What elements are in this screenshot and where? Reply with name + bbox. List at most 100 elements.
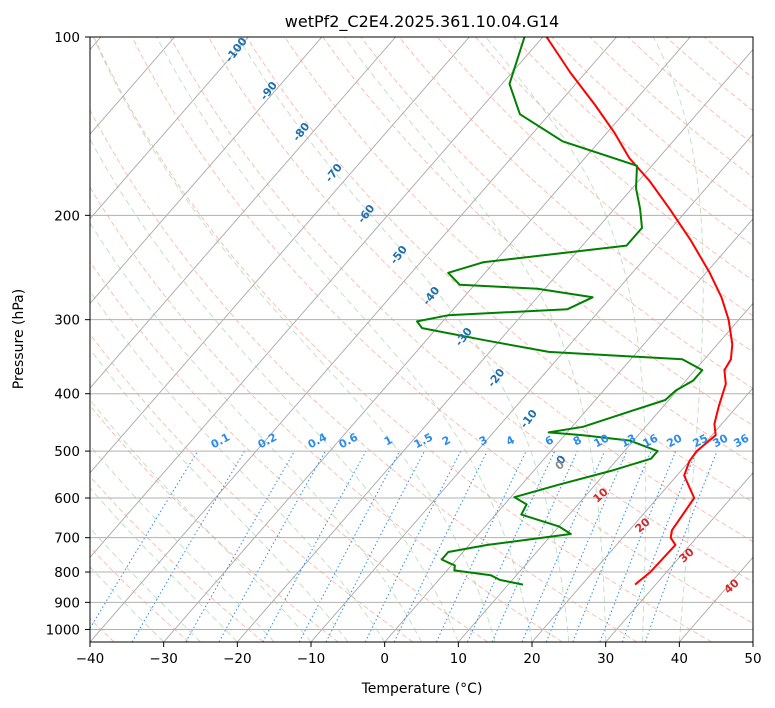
mixing-ratio-line xyxy=(218,450,326,642)
moist-adiabat-line xyxy=(485,37,647,642)
mixing-ratio-label: 1 xyxy=(382,433,395,448)
y-tick-label: 1000 xyxy=(46,622,80,638)
dry-adiabat-line xyxy=(704,37,753,79)
dry-adiabat-line xyxy=(246,37,753,503)
moist-adiabat-line xyxy=(156,37,533,642)
dry-adiabat-label: -20 xyxy=(485,366,508,390)
moist-adiabat-label: 40 xyxy=(722,576,742,596)
y-tick-label: 600 xyxy=(54,491,80,507)
chart-title: wetPf2_C2E4.2025.361.10.04.G14 xyxy=(285,12,559,32)
mixing-ratio-label: 30 xyxy=(711,431,731,450)
mixing-ratio-line xyxy=(545,450,628,642)
reference-line-labels: -100-90-80-70-60-50-40-30-20-10010203040… xyxy=(209,35,752,597)
y-tick-label: 300 xyxy=(54,313,80,329)
moist-adiabat-label: 10 xyxy=(591,485,611,505)
dry-adiabat-line xyxy=(360,37,753,390)
isotherm-line xyxy=(384,218,753,642)
mixing-ratio-line xyxy=(521,450,606,642)
mixing-ratio-line xyxy=(298,450,401,642)
y-tick-label: 100 xyxy=(54,30,80,46)
moist-adiabat-line xyxy=(90,222,422,642)
axes: −40 −30 −20 −10 0 10 20 30 40 50 1000 900 800 700 600 5… xyxy=(46,30,762,667)
isotherm-line xyxy=(163,37,691,642)
dry-adiabat-line xyxy=(90,333,414,642)
isotherm-line xyxy=(90,37,470,474)
y-tick-label: 500 xyxy=(54,444,80,460)
dry-adiabat-line xyxy=(169,37,753,583)
mixing-ratio-line xyxy=(599,450,677,642)
x-tick-label: −10 xyxy=(297,651,326,667)
isotherm-line xyxy=(605,472,753,642)
mixing-ratio-label: 3 xyxy=(477,433,490,448)
dewpoint-profile-line xyxy=(416,37,704,586)
mixing-ratio-label: 0.4 xyxy=(306,430,330,451)
dry-adiabat-line xyxy=(284,37,753,465)
dry-adiabat-line xyxy=(90,404,339,642)
temperature-profile-line xyxy=(545,37,734,586)
moist-adiabat-line xyxy=(90,138,459,642)
x-tick-label: 40 xyxy=(671,651,688,667)
plot-frame xyxy=(89,36,754,643)
mixing-ratio-label: 0.6 xyxy=(337,430,361,451)
dry-adiabat-line xyxy=(551,37,753,212)
mixing-ratio-line xyxy=(572,450,652,642)
isotherm-line xyxy=(531,387,753,642)
mixing-ratio-label: 13 xyxy=(619,432,639,451)
mixing-ratio-label: 20 xyxy=(665,431,685,450)
moist-adiabat-line xyxy=(90,290,386,642)
isotherm-line xyxy=(90,37,544,559)
dry-adiabat-line xyxy=(90,260,488,642)
moist-adiabat-line xyxy=(90,399,312,642)
dry-adiabat-line xyxy=(131,37,753,624)
moist-adiabat-line xyxy=(90,444,275,642)
mixing-ratio-label: 0.2 xyxy=(256,431,279,452)
mixing-ratio-label: 2 xyxy=(440,433,453,448)
mixing-ratio-line xyxy=(621,450,697,642)
moist-adiabat-line xyxy=(90,527,201,642)
dry-adiabat-label: -80 xyxy=(290,120,313,144)
x-tick-label: −20 xyxy=(223,651,252,667)
x-tick-label: 10 xyxy=(450,651,467,667)
moist-adiabat-line xyxy=(90,487,238,642)
y-tick-label: 700 xyxy=(54,531,80,547)
dry-adiabat-line xyxy=(93,37,712,642)
mixing-ratio-line xyxy=(644,450,718,642)
mixing-ratio-label: 10 xyxy=(592,431,612,450)
dry-adiabat-label: -10 xyxy=(518,407,541,431)
y-tick-label: 900 xyxy=(54,595,80,611)
mixing-ratio-label: 1.5 xyxy=(412,431,435,452)
y-axis-title: Pressure (hPa) xyxy=(11,289,27,389)
moist-adiabat-line xyxy=(90,348,349,642)
isotherm-line xyxy=(752,641,753,642)
dry-adiabat-line xyxy=(90,186,563,642)
isotherm-line xyxy=(90,37,617,642)
isotherm-line xyxy=(236,48,753,642)
x-tick-label: −30 xyxy=(149,651,178,667)
isotherm-line xyxy=(90,37,396,389)
dry-adiabat-label: -60 xyxy=(355,202,378,226)
x-axis-title: Temperature (°C) xyxy=(361,681,483,697)
dry-adiabat-line xyxy=(90,475,264,642)
isotherm-line xyxy=(678,556,753,642)
background-reference-lines xyxy=(90,37,753,642)
moist-adiabat-line xyxy=(92,37,496,642)
x-tick-label: 0 xyxy=(380,651,389,667)
mixing-ratio-label: 25 xyxy=(691,432,711,451)
dry-adiabat-label: -70 xyxy=(323,161,346,185)
x-tick-label: 50 xyxy=(744,651,761,667)
mixing-ratio-line xyxy=(90,450,199,630)
mixing-ratio-line xyxy=(262,450,367,642)
mixing-ratio-line xyxy=(491,450,578,642)
mixing-ratio-label: 36 xyxy=(732,431,752,450)
mixing-ratio-line xyxy=(364,450,462,642)
dry-adiabat-label: -30 xyxy=(453,325,476,349)
x-tick-label: 30 xyxy=(597,651,614,667)
isotherm-line xyxy=(90,37,249,220)
moist-adiabat-line xyxy=(237,37,570,642)
y-tick-label: 200 xyxy=(54,208,80,224)
dry-adiabat-line xyxy=(322,37,753,427)
y-tick-label: 800 xyxy=(54,565,80,581)
dry-adiabat-label: -40 xyxy=(420,284,443,308)
x-tick-label: 20 xyxy=(523,651,540,667)
